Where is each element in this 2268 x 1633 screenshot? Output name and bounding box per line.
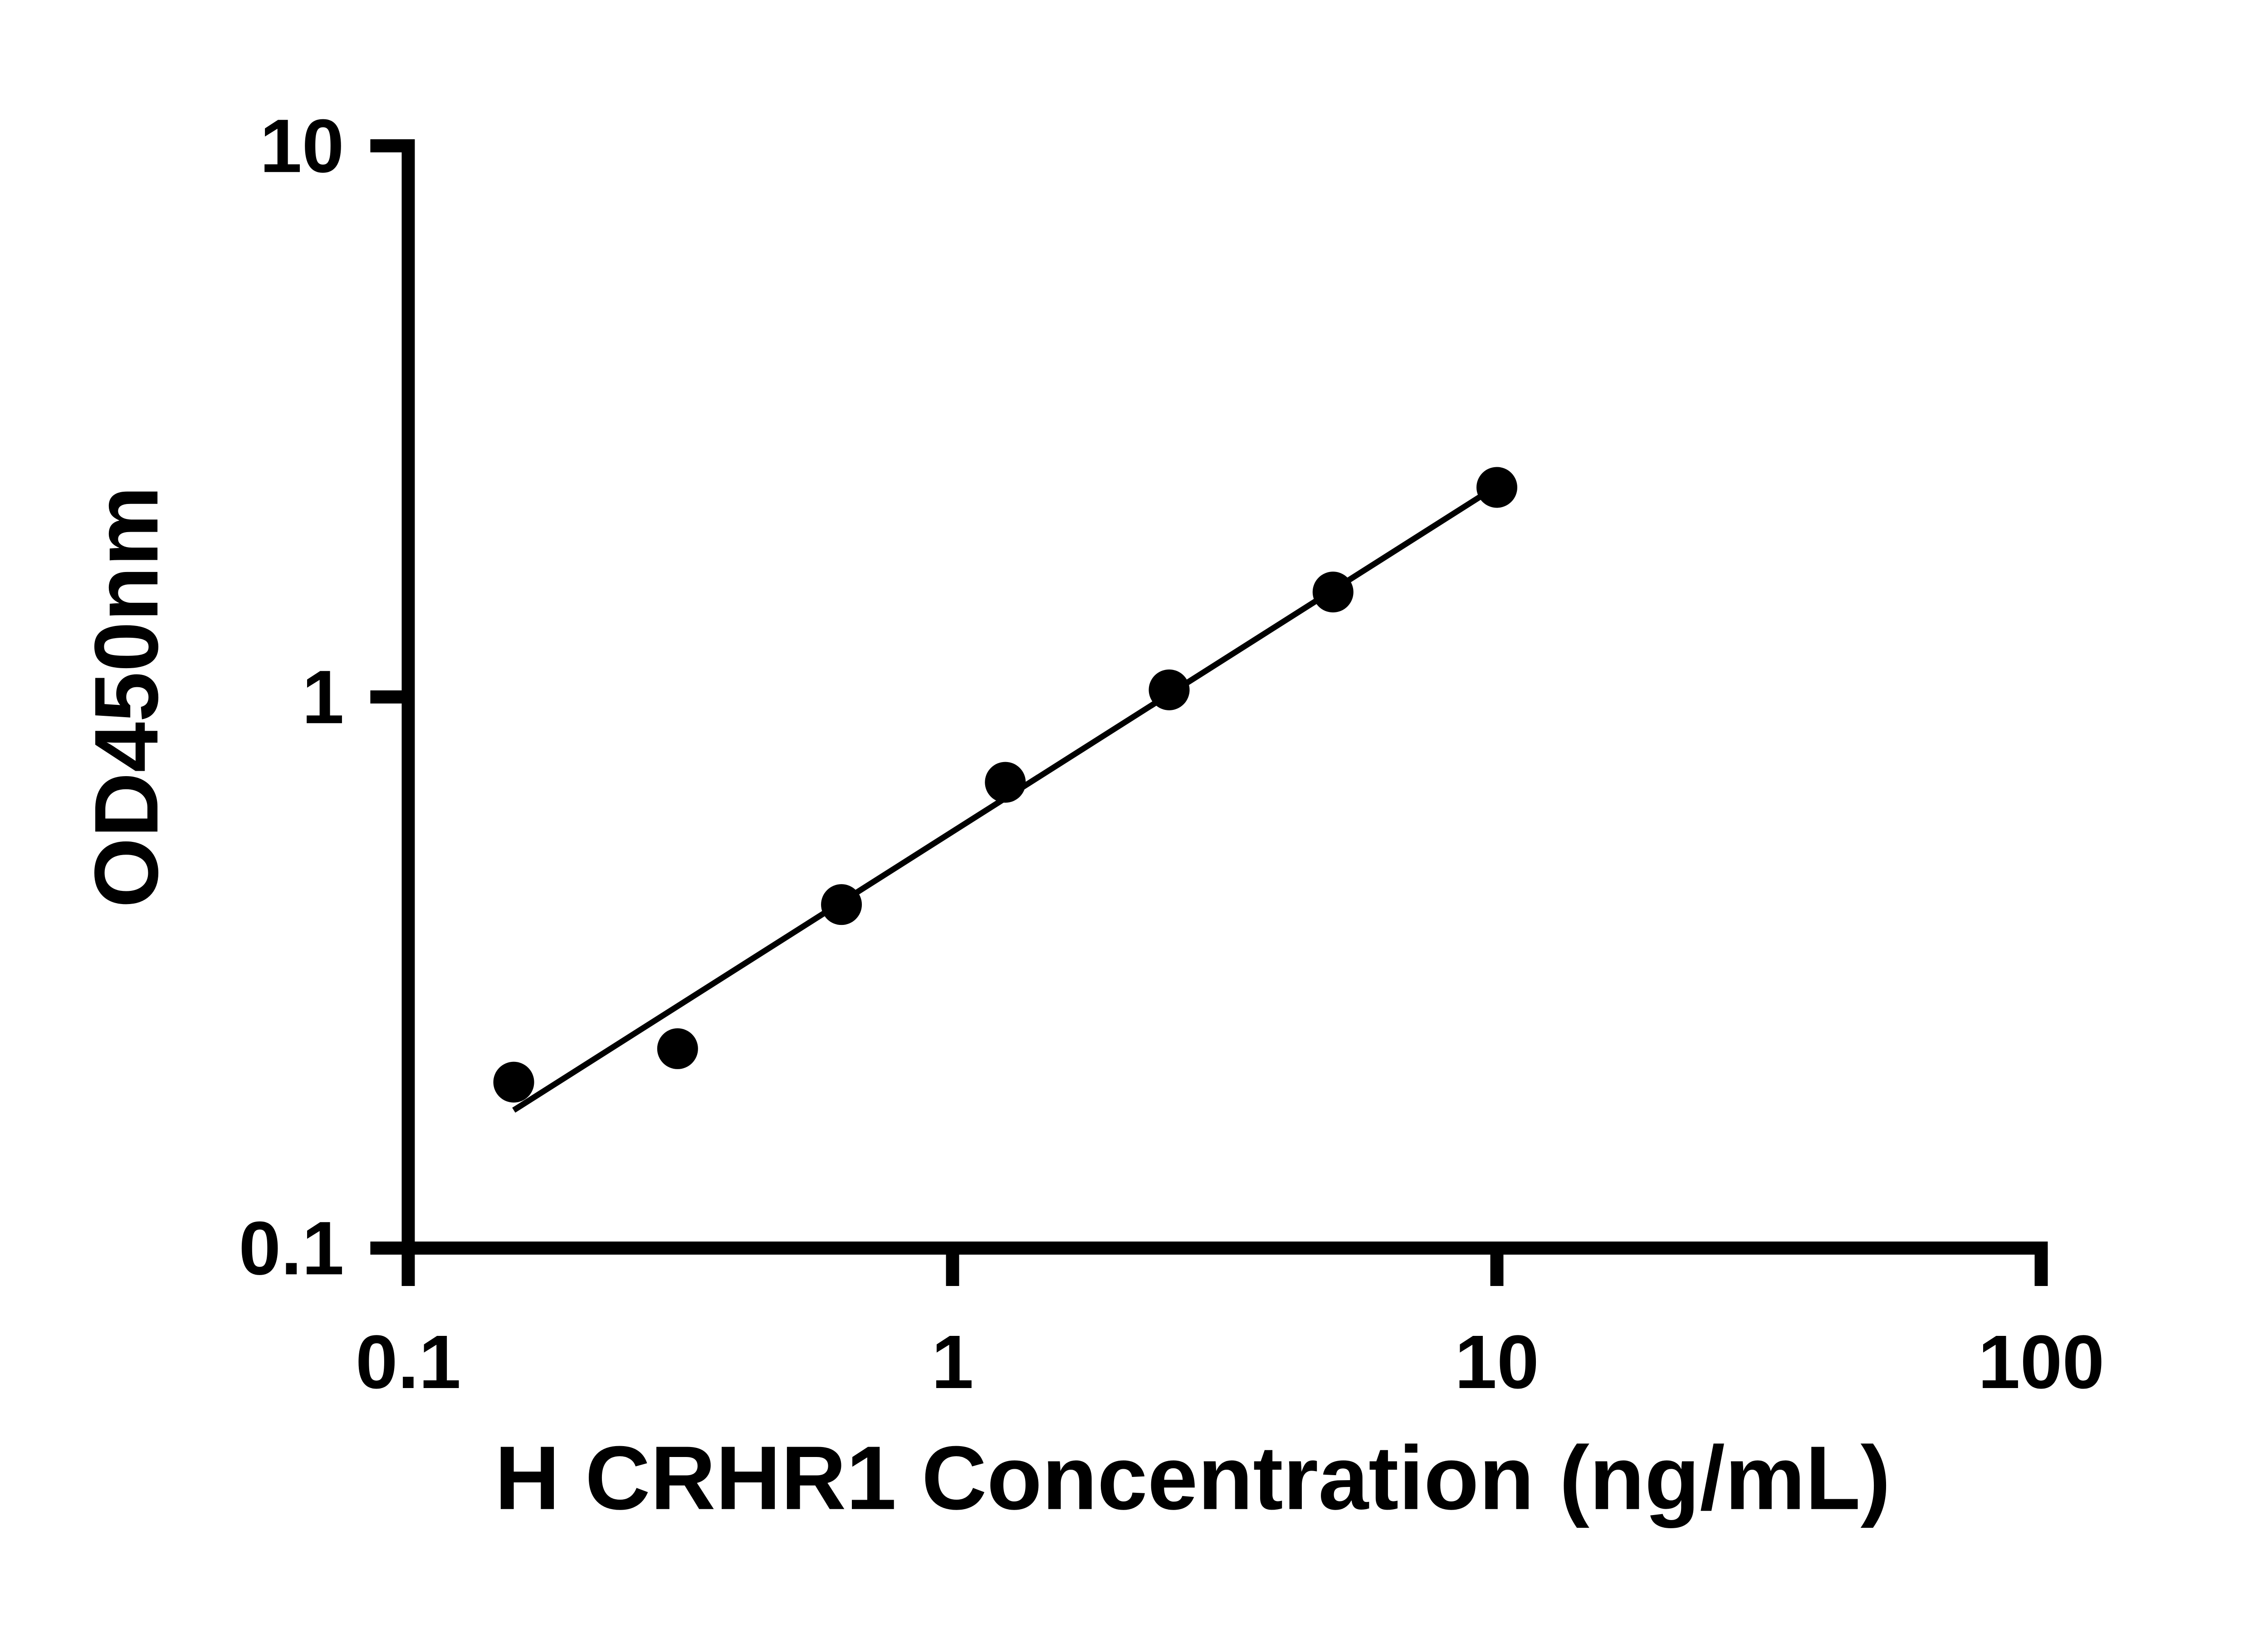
y-axis-tick-label: 10 — [260, 104, 344, 188]
data-point — [493, 1061, 534, 1103]
x-axis-tick-label: 10 — [1455, 1320, 1539, 1404]
data-point — [1149, 669, 1190, 710]
data-point — [985, 762, 1026, 803]
data-point — [657, 1028, 698, 1069]
data-point — [821, 884, 862, 925]
y-axis-tick-label: 1 — [302, 655, 344, 739]
y-axis-tick-label: 0.1 — [239, 1206, 344, 1291]
data-point — [1312, 572, 1354, 613]
y-axis-title: OD450nm — [76, 486, 177, 908]
x-axis-tick-label: 0.1 — [356, 1320, 461, 1404]
axis-spine — [401, 139, 2048, 1255]
x-axis-tick-label: 1 — [932, 1320, 974, 1404]
data-point — [1476, 467, 1517, 508]
x-axis-title: H CRHR1 Concentration (ng/mL) — [495, 1428, 1891, 1529]
plot-area: 0.1 1 10 100 0.1 1 10 — [239, 104, 2104, 1404]
x-axis-tick-label: 100 — [1978, 1320, 2105, 1404]
